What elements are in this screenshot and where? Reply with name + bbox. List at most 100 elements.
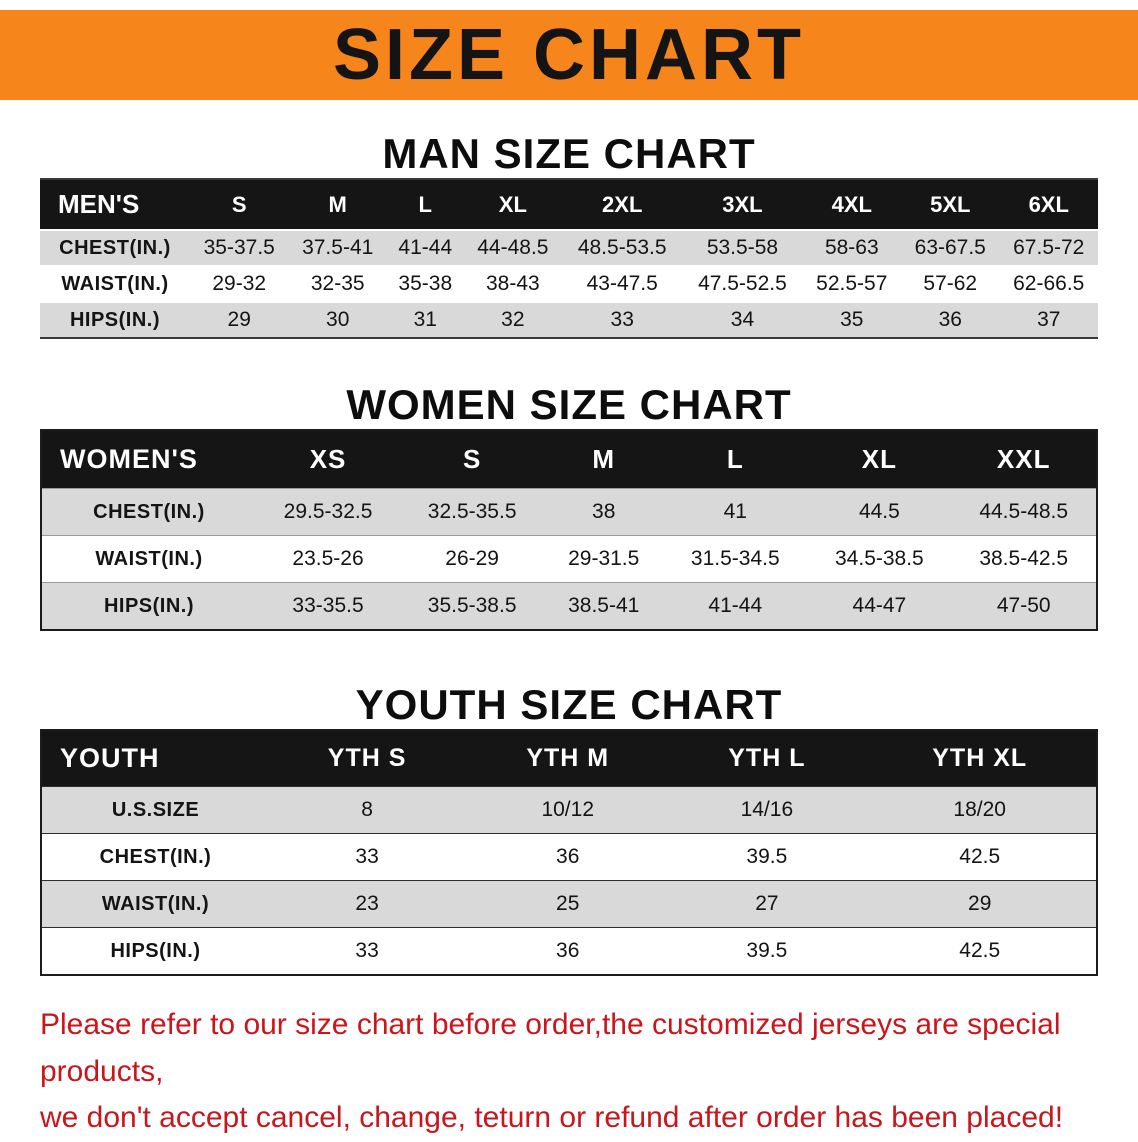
- size-value: 48.5-53.5: [562, 230, 683, 266]
- size-value: 36: [465, 833, 671, 881]
- size-value: 44-47: [807, 582, 952, 630]
- size-column-header: XL: [807, 430, 952, 489]
- table-row: WAIST(IN.) 29-32 32-35 35-38 38-43 43-47.5 47.…: [40, 266, 1098, 302]
- disclaimer: Please refer to our size chart before or…: [40, 1002, 1098, 1142]
- size-column-header: XS: [256, 430, 401, 489]
- size-value: 41: [663, 488, 808, 536]
- size-column-header: 6XL: [999, 179, 1098, 230]
- size-value: 42.5: [863, 927, 1097, 975]
- size-value: 63-67.5: [901, 230, 1000, 266]
- disclaimer-line-2: we don't accept cancel, change, teturn o…: [40, 1101, 1064, 1134]
- row-label: WAIST(IN.): [41, 535, 256, 583]
- size-value: 35.5-38.5: [400, 582, 545, 630]
- size-value: 29.5-32.5: [256, 488, 401, 536]
- size-value: 30: [288, 302, 387, 338]
- row-label: HIPS(IN.): [40, 302, 190, 338]
- size-value: 47.5-52.5: [682, 266, 803, 302]
- size-value: 47-50: [951, 582, 1097, 630]
- size-value: 29: [190, 302, 289, 338]
- size-value: 33: [269, 927, 466, 975]
- women-size-section: WOMEN SIZE CHART WOMEN'S XS S M L XL XXL CHEST(…: [0, 381, 1138, 631]
- size-value: 29-32: [190, 266, 289, 302]
- table-row: HIPS(IN.) 33 36 39.5 42.5: [41, 927, 1097, 975]
- row-label: HIPS(IN.): [41, 927, 269, 975]
- youth-size-section: YOUTH SIZE CHART YOUTH YTH S YTH M YTH L YTH…: [0, 681, 1138, 976]
- row-label: WAIST(IN.): [40, 266, 190, 302]
- size-value: 14/16: [670, 786, 864, 834]
- size-value: 38.5-42.5: [951, 535, 1097, 583]
- row-label: CHEST(IN.): [41, 833, 269, 881]
- row-label: CHEST(IN.): [40, 230, 190, 266]
- youth-size-table: YOUTH YTH S YTH M YTH L YTH XL U.S.SIZE 8 10/12…: [40, 729, 1098, 976]
- size-value: 31: [386, 302, 464, 338]
- size-value: 27: [670, 880, 864, 928]
- size-column-header: S: [190, 179, 289, 230]
- size-value: 52.5-57: [802, 266, 902, 302]
- men-size-section: MAN SIZE CHART MEN'S S M L XL 2XL 3XL 4XL 5XL 6XL…: [0, 130, 1138, 339]
- table-corner-label: YOUTH: [41, 730, 269, 787]
- table-row: WAIST(IN.) 23.5-26 26-29 29-31.5 31.5-34.5 34…: [41, 535, 1097, 583]
- size-value: 32.5-35.5: [400, 488, 545, 536]
- size-value: 35-37.5: [190, 230, 289, 266]
- banner-title: SIZE CHART: [333, 15, 805, 95]
- size-column-header: L: [386, 179, 464, 230]
- size-value: 36: [465, 927, 671, 975]
- size-column-header: M: [544, 430, 664, 489]
- size-value: 39.5: [670, 927, 864, 975]
- size-value: 41-44: [386, 230, 464, 266]
- size-value: 41-44: [663, 582, 808, 630]
- row-label: U.S.SIZE: [41, 786, 269, 834]
- table-row: CHEST(IN.) 33 36 39.5 42.5: [41, 833, 1097, 881]
- table-row: U.S.SIZE 8 10/12 14/16 18/20: [41, 786, 1097, 834]
- size-chart-banner: SIZE CHART: [0, 10, 1138, 100]
- disclaimer-line-1: Please refer to our size chart before or…: [40, 1008, 1061, 1088]
- size-value: 31.5-34.5: [663, 535, 808, 583]
- table-row: HIPS(IN.) 33-35.5 35.5-38.5 38.5-41 41-44 44-…: [41, 582, 1097, 630]
- women-section-heading: WOMEN SIZE CHART: [346, 381, 792, 428]
- size-value: 38.5-41: [544, 582, 664, 630]
- size-value: 33-35.5: [256, 582, 401, 630]
- youth-section-heading: YOUTH SIZE CHART: [355, 681, 783, 728]
- table-header-row: YOUTH YTH S YTH M YTH L YTH XL: [41, 730, 1097, 787]
- size-value: 23: [269, 880, 466, 928]
- row-label: WAIST(IN.): [41, 880, 269, 928]
- size-column-header: L: [663, 430, 808, 489]
- table-corner-label: MEN'S: [40, 179, 190, 230]
- table-header-row: MEN'S S M L XL 2XL 3XL 4XL 5XL 6XL: [40, 179, 1098, 230]
- table-header-row: WOMEN'S XS S M L XL XXL: [41, 430, 1097, 489]
- size-value: 43-47.5: [562, 266, 683, 302]
- size-value: 34: [682, 302, 803, 338]
- size-value: 25: [465, 880, 671, 928]
- size-column-header: YTH M: [465, 730, 671, 787]
- size-value: 44.5-48.5: [951, 488, 1097, 536]
- size-value: 18/20: [863, 786, 1097, 834]
- size-value: 37: [999, 302, 1098, 338]
- size-column-header: 3XL: [682, 179, 803, 230]
- size-value: 37.5-41: [288, 230, 387, 266]
- size-value: 38: [544, 488, 664, 536]
- size-value: 42.5: [863, 833, 1097, 881]
- size-column-header: 5XL: [901, 179, 1000, 230]
- table-row: HIPS(IN.) 29 30 31 32 33 34 35 36 37: [40, 302, 1098, 338]
- size-value: 44.5: [807, 488, 952, 536]
- size-value: 34.5-38.5: [807, 535, 952, 583]
- size-column-header: YTH S: [269, 730, 466, 787]
- men-size-table: MEN'S S M L XL 2XL 3XL 4XL 5XL 6XL CHEST(IN.) 35-37…: [40, 178, 1098, 339]
- size-value: 10/12: [465, 786, 671, 834]
- size-value: 62-66.5: [999, 266, 1098, 302]
- table-corner-label: WOMEN'S: [41, 430, 256, 489]
- size-column-header: M: [288, 179, 387, 230]
- row-label: CHEST(IN.): [41, 488, 256, 536]
- size-value: 58-63: [802, 230, 902, 266]
- size-column-header: YTH L: [670, 730, 864, 787]
- size-column-header: 4XL: [802, 179, 902, 230]
- size-value: 23.5-26: [256, 535, 401, 583]
- size-value: 32: [463, 302, 563, 338]
- size-column-header: 2XL: [562, 179, 683, 230]
- size-value: 26-29: [400, 535, 545, 583]
- table-row: WAIST(IN.) 23 25 27 29: [41, 880, 1097, 928]
- size-value: 29-31.5: [544, 535, 664, 583]
- size-value: 29: [863, 880, 1097, 928]
- size-column-header: YTH XL: [863, 730, 1097, 787]
- size-value: 8: [269, 786, 466, 834]
